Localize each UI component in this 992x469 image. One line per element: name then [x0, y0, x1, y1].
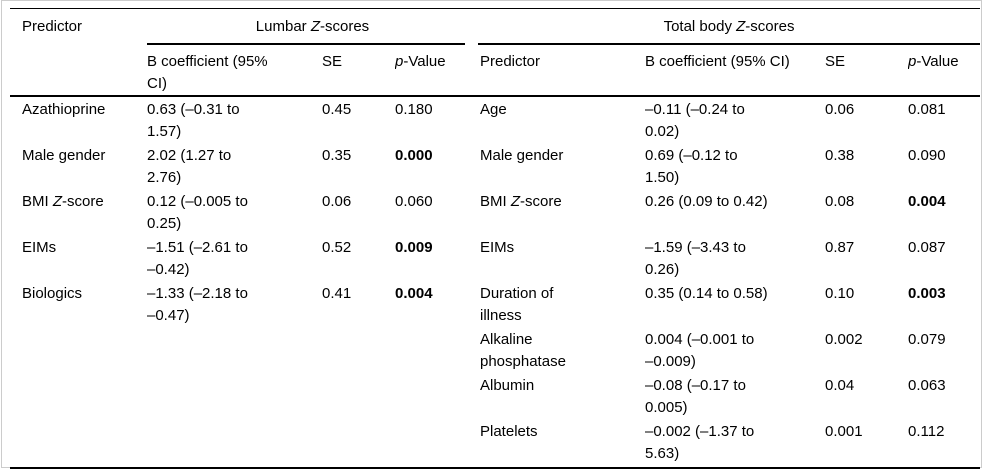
- predictor-cell: Age: [480, 100, 507, 118]
- p-value-cell: [395, 327, 478, 373]
- se-cell: [322, 419, 395, 468]
- regression-table: Predictor Lumbar Z-scores Total body Z-s…: [10, 8, 981, 469]
- b-coefficient-cell: –1.51 (–2.61 to –0.42): [147, 238, 248, 278]
- lumbar-spanner-rule: [147, 42, 465, 45]
- column-header-p-left: p-Value: [395, 44, 478, 97]
- se-cell: 0.04: [825, 376, 855, 394]
- p-value-cell: 0.112: [908, 422, 945, 440]
- total-body-spanner: Total body Z-scores: [478, 9, 981, 45]
- b-coefficient-cell: –0.002 (–1.37 to 5.63): [645, 422, 755, 462]
- se-cell: 0.10: [825, 284, 855, 302]
- se-cell: [322, 373, 395, 419]
- predictor-cell: BMI Z-score: [480, 192, 562, 210]
- table-row: BMI Z-score 0.12 (–0.005 to 0.25) 0.06 0.…: [10, 189, 980, 235]
- lumbar-spanner: Lumbar Z-scores: [147, 9, 478, 45]
- b-coefficient-cell: 0.63 (–0.31 to 1.57): [147, 100, 240, 140]
- se-cell: 0.35: [322, 146, 352, 164]
- b-coefficient-cell: [147, 419, 322, 468]
- spanner-row: Predictor Lumbar Z-scores Total body Z-s…: [10, 8, 981, 97]
- table-row: Biologics –1.33 (–2.18 to –0.47) 0.41 0.0…: [10, 281, 980, 327]
- se-cell: 0.52: [322, 238, 352, 256]
- b-coefficient-cell: 0.69 (–0.12 to 1.50): [645, 146, 738, 186]
- p-value-cell: 0.079: [908, 330, 946, 348]
- p-value-cell: 0.004: [395, 284, 433, 302]
- se-cell: 0.87: [825, 238, 855, 256]
- predictor-cell: EIMs: [22, 238, 57, 256]
- p-value-cell: 0.003: [908, 284, 946, 302]
- b-coefficient-cell: 2.02 (1.27 to 2.76): [147, 146, 232, 186]
- table-row: Male gender 2.02 (1.27 to 2.76) 0.35 0.00…: [10, 143, 980, 189]
- predictor-cell: EIMs: [480, 238, 515, 256]
- se-cell: 0.06: [322, 192, 352, 210]
- total-body-spanner-rule: [478, 42, 981, 45]
- se-cell: 0.38: [825, 146, 855, 164]
- p-value-cell: 0.009: [395, 238, 433, 256]
- p-value-cell: 0.090: [908, 146, 946, 164]
- p-value-cell: [395, 373, 478, 419]
- p-value-cell: 0.004: [908, 192, 946, 210]
- se-cell: 0.06: [825, 100, 855, 118]
- b-coefficient-cell: –1.59 (–3.43 to 0.26): [645, 238, 746, 278]
- se-cell: 0.001: [825, 422, 863, 440]
- column-header-p-right: p-Value: [908, 44, 981, 97]
- b-coefficient-cell: [147, 373, 322, 419]
- b-coefficient-cell: 0.12 (–0.005 to 0.25): [147, 192, 248, 232]
- predictor-cell: Platelets: [480, 422, 538, 440]
- column-header-predictor-right: Predictor: [478, 44, 645, 97]
- b-coefficient-cell: [147, 327, 322, 373]
- p-value-cell: 0.081: [908, 100, 946, 118]
- column-header-se-right: SE: [825, 44, 908, 97]
- b-coefficient-cell: –0.08 (–0.17 to 0.005): [645, 376, 746, 416]
- b-coefficient-cell: 0.004 (–0.001 to –0.009): [645, 330, 755, 370]
- lumbar-spanner-label: Lumbar Z-scores: [255, 17, 370, 35]
- se-cell: 0.08: [825, 192, 855, 210]
- predictor-cell: Male gender: [480, 146, 564, 164]
- predictor-cell: Duration of illness: [480, 284, 554, 324]
- se-cell: [322, 327, 395, 373]
- predictor-cell: [10, 327, 147, 373]
- column-header-se-left: SE: [322, 44, 395, 97]
- table-row: Platelets –0.002 (–1.37 to 5.63) 0.001 0.…: [10, 419, 980, 468]
- b-coefficient-cell: 0.35 (0.14 to 0.58): [645, 284, 768, 302]
- p-value-cell: [395, 419, 478, 468]
- column-header-row: B coefficient (95% CI) SE p-Value Predic…: [10, 44, 981, 97]
- p-value-cell: 0.087: [908, 238, 946, 256]
- predictor-cell: Male gender: [22, 146, 106, 164]
- predictor-cell: BMI Z-score: [22, 192, 104, 210]
- predictor-cell: Alkaline phosphatase: [480, 330, 566, 370]
- p-value-cell: 0.180: [395, 100, 433, 118]
- se-cell: 0.41: [322, 284, 352, 302]
- predictor-cell: Azathioprine: [22, 100, 106, 118]
- table-row: Alkaline phosphatase 0.004 (–0.001 to –0.0…: [10, 327, 980, 373]
- table-row: Azathioprine 0.63 (–0.31 to 1.57) 0.45 0.…: [10, 96, 980, 143]
- p-value-cell: 0.000: [395, 146, 433, 164]
- predictor-cell: Albumin: [480, 376, 535, 394]
- column-header-b-left: B coefficient (95% CI): [147, 44, 322, 97]
- b-coefficient-cell: 0.26 (0.09 to 0.42): [645, 192, 768, 210]
- se-cell: 0.45: [322, 100, 352, 118]
- predictor-cell: [10, 419, 147, 468]
- total-body-spanner-label: Total body Z-scores: [663, 17, 795, 35]
- b-coefficient-cell: –0.11 (–0.24 to 0.02): [645, 100, 745, 140]
- table-row: EIMs –1.51 (–2.61 to –0.42) 0.52 0.009 EI…: [10, 235, 980, 281]
- p-value-cell: 0.063: [908, 376, 946, 394]
- se-cell: 0.002: [825, 330, 863, 348]
- table-row: Albumin –0.08 (–0.17 to 0.005) 0.04 0.063: [10, 373, 980, 419]
- column-header-b-right: B coefficient (95% CI): [645, 44, 825, 97]
- p-value-cell: 0.060: [395, 192, 433, 210]
- b-coefficient-cell: –1.33 (–2.18 to –0.47): [147, 284, 248, 324]
- predictor-cell: Biologics: [22, 284, 83, 302]
- column-header-predictor-left: Predictor: [10, 8, 147, 97]
- predictor-cell: [10, 373, 147, 419]
